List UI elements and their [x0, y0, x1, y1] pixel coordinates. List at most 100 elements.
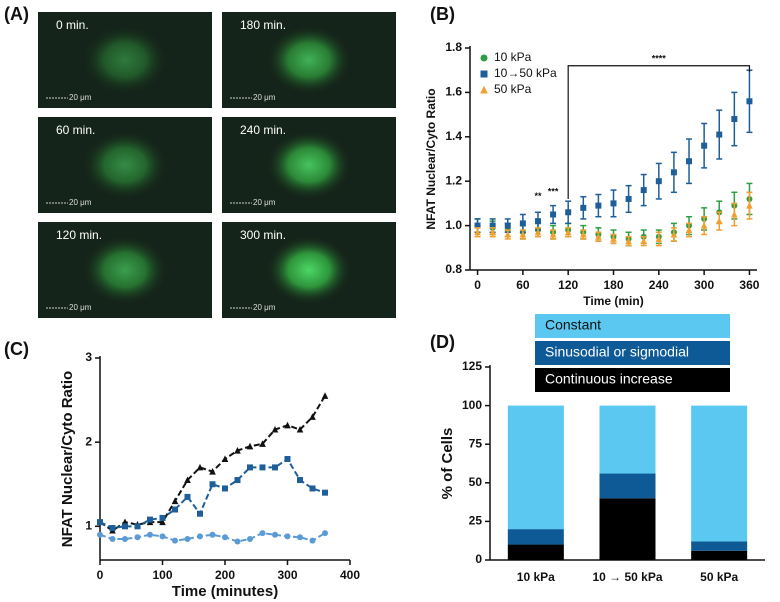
- marker: [322, 530, 328, 537]
- x-tick-label: 60: [516, 278, 530, 292]
- marker: [309, 413, 316, 420]
- marker: [247, 535, 253, 542]
- marker: [134, 534, 141, 541]
- marker: [519, 220, 526, 227]
- marker: [296, 425, 304, 433]
- marker: [625, 195, 632, 202]
- marker: [234, 446, 241, 454]
- marker: [171, 497, 179, 505]
- marker: [580, 204, 587, 211]
- marker: [172, 506, 178, 513]
- marker: [234, 538, 241, 545]
- x-tick-label: 10 → 50 kPa: [592, 570, 662, 584]
- y-tick-label: 0: [475, 552, 482, 566]
- y-tick-label: 1: [85, 519, 92, 533]
- y-tick-label: 1.4: [445, 129, 462, 143]
- marker: [234, 477, 241, 484]
- y-tick-label: 50: [469, 475, 483, 489]
- image-frame: 240 min. 20 μm: [222, 117, 396, 213]
- marker: [504, 230, 512, 238]
- panel-label: (D): [430, 332, 455, 352]
- marker: [246, 442, 254, 450]
- marker: [259, 464, 266, 471]
- x-tick-label: 400: [340, 568, 360, 582]
- marker: [595, 233, 602, 240]
- marker: [474, 228, 481, 236]
- marker: [565, 209, 572, 216]
- y-tick-label: 25: [469, 514, 483, 528]
- frame-time: 300 min.: [240, 228, 286, 242]
- cell: [267, 131, 351, 199]
- legend-label: Constant: [545, 317, 601, 333]
- marker: [322, 489, 328, 496]
- marker: [670, 230, 678, 238]
- marker: [549, 230, 557, 238]
- legend-label: 10 kPa: [494, 50, 532, 64]
- marker: [731, 210, 738, 218]
- marker: [579, 230, 587, 238]
- marker: [209, 481, 216, 488]
- image-frame: 120 min. 20 μm: [38, 222, 212, 318]
- marker: [122, 535, 128, 542]
- marker: [489, 222, 496, 229]
- legend-marker: [480, 70, 488, 78]
- marker: [221, 455, 229, 462]
- scale-text: 20 μm: [69, 93, 92, 102]
- bar-segment: [691, 405, 748, 542]
- marker: [534, 228, 542, 236]
- marker: [686, 158, 693, 165]
- marker: [640, 237, 648, 245]
- significance-bracket: [567, 65, 751, 199]
- y-tick-label: 1.6: [445, 85, 462, 99]
- marker: [731, 116, 738, 123]
- bar-segment: [507, 529, 564, 545]
- marker: [222, 485, 228, 492]
- image-frame: 180 min. 20 μm: [222, 12, 396, 108]
- y-tick-label: 125: [462, 359, 482, 373]
- marker: [284, 456, 291, 462]
- marker: [701, 142, 708, 149]
- marker: [670, 169, 677, 176]
- bar-segment: [691, 550, 748, 560]
- marker: [519, 230, 527, 238]
- marker: [222, 534, 228, 541]
- marker: [297, 534, 303, 541]
- x-tick-label: 0: [97, 568, 104, 582]
- marker: [610, 200, 617, 207]
- marker: [109, 535, 116, 542]
- frame-time: 0 min.: [56, 18, 89, 32]
- marker: [716, 131, 723, 138]
- x-tick-label: 300: [694, 278, 714, 292]
- marker: [284, 421, 291, 429]
- marker: [715, 217, 723, 225]
- x-tick-label: 360: [739, 278, 759, 292]
- scale-text: 20 μm: [253, 303, 276, 312]
- marker: [97, 531, 103, 538]
- marker: [172, 537, 178, 544]
- bar-segment: [599, 473, 656, 499]
- panel-label: (B): [430, 4, 455, 24]
- frame-time: 180 min.: [240, 18, 286, 32]
- marker: [196, 463, 204, 471]
- marker: [109, 525, 116, 532]
- legend-swatch: [535, 368, 730, 392]
- marker: [197, 533, 203, 540]
- marker: [272, 531, 278, 538]
- marker: [489, 228, 496, 236]
- y-axis-title: NFAT Nuclear/Cyto Ratio: [424, 88, 438, 229]
- y-tick-label: 1.0: [445, 218, 462, 232]
- y-tick-label: 1.8: [445, 40, 462, 54]
- marker: [309, 485, 316, 492]
- cell: [83, 131, 167, 199]
- y-tick-label: 0.8: [445, 262, 462, 276]
- bar-segment: [507, 405, 564, 530]
- y-tick-label: 100: [462, 398, 482, 412]
- marker: [272, 464, 278, 471]
- scale-text: 20 μm: [253, 93, 276, 102]
- marker: [746, 98, 753, 105]
- legend-label: Sinusodial or sigmodial: [545, 344, 689, 360]
- y-tick-label: 75: [469, 436, 483, 450]
- cell: [83, 236, 167, 304]
- cell: [267, 26, 351, 94]
- marker: [297, 477, 303, 484]
